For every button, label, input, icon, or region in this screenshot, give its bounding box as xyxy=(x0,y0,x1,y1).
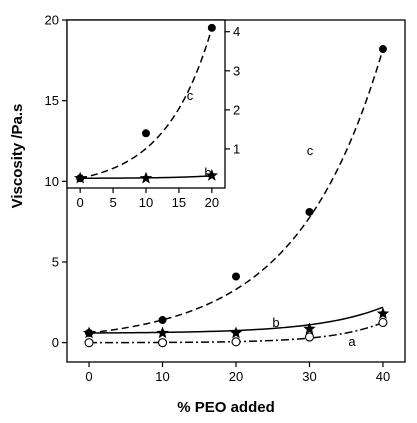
main-point-c xyxy=(378,45,387,54)
main-x-tick-label: 40 xyxy=(376,369,390,384)
main-point-a xyxy=(304,332,315,342)
inset-series-label-b: b xyxy=(204,165,211,180)
main-point-c xyxy=(305,207,314,216)
main-point-b xyxy=(376,307,390,319)
inset-point-c xyxy=(207,23,216,32)
main-x-tick-label: 30 xyxy=(302,369,316,384)
main-point-a xyxy=(157,338,168,348)
main-x-axis-title: % PEO added xyxy=(177,399,275,416)
main-series-b: b xyxy=(82,306,390,339)
inset-point-b xyxy=(205,169,219,181)
main-y-tick-label: 20 xyxy=(45,13,59,28)
main-series-label-c: c xyxy=(307,143,314,158)
inset-series-b: b xyxy=(73,165,219,184)
main-y-axis-title: Viscosity /Pa.s xyxy=(9,104,26,209)
main-y-tick-label: 5 xyxy=(52,254,59,269)
main-y-tick-label: 0 xyxy=(52,335,59,350)
main-x-tick-label: 0 xyxy=(85,369,92,384)
inset-x-tick-label: 10 xyxy=(139,195,153,210)
inset-x-tick-label: 0 xyxy=(77,195,84,210)
main-point-b xyxy=(82,326,96,339)
main-point-b xyxy=(156,326,169,339)
main-point-a xyxy=(378,317,388,328)
main-x-tick-label: 10 xyxy=(155,369,169,384)
inset-y-tick-label: 2 xyxy=(233,102,240,117)
main-curve-c xyxy=(88,48,384,334)
main-series-label-b: b xyxy=(272,315,279,330)
main-series-a: a xyxy=(84,317,388,349)
main-point-c xyxy=(232,272,240,281)
inset-x-tick-label: 20 xyxy=(205,195,219,210)
main-series-label-a: a xyxy=(348,334,356,349)
inset-x-tick-label: 15 xyxy=(172,195,186,210)
inset-point-b xyxy=(73,171,87,184)
main-point-a xyxy=(84,338,94,348)
main-point-b xyxy=(229,326,243,339)
inset-point-c xyxy=(142,129,150,138)
main-point-a xyxy=(231,337,241,347)
main-y-tick-label: 10 xyxy=(45,174,59,189)
main-point-c xyxy=(158,316,167,325)
inset-y-tick-label: 4 xyxy=(233,24,240,39)
main-x-tick-label: 20 xyxy=(229,369,243,384)
inset-series-label-c: c xyxy=(187,88,194,103)
main-y-tick-label: 15 xyxy=(45,93,59,108)
inset-y-tick-label: 3 xyxy=(233,63,240,78)
inset-x-tick-label: 5 xyxy=(109,195,116,210)
inset-plot-frame xyxy=(66,19,226,189)
inset-chart: 0 5 10 15 20 1 2 3 4 c b xyxy=(66,19,240,210)
inset-y-tick-label: 1 xyxy=(233,141,240,156)
main-point-b xyxy=(303,322,316,335)
inset-point-b xyxy=(139,171,153,184)
inset-curve-c xyxy=(80,28,213,179)
